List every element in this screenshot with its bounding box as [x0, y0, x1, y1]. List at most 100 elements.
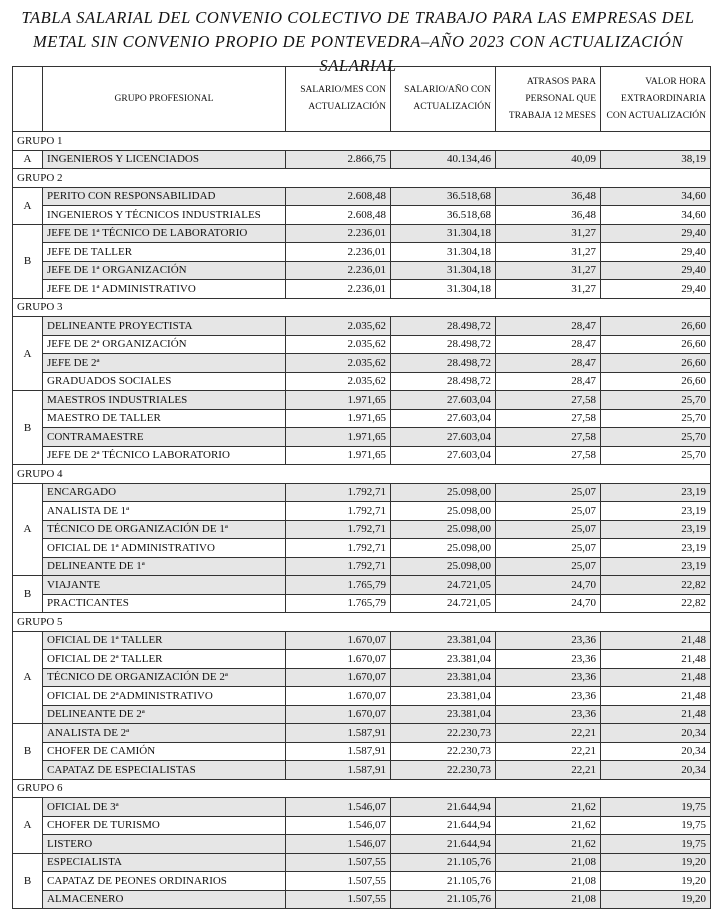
- value-cell: 27,58: [495, 390, 601, 410]
- data-row: PRACTICANTES 1.765,79 24.721,05 24,70 22,82: [13, 593, 711, 613]
- category-name: JEFE DE TALLER: [42, 242, 286, 262]
- value-cell: 24,70: [495, 593, 601, 613]
- value-cell: 22,21: [495, 723, 601, 743]
- header-cell: [12, 66, 43, 132]
- data-row: JEFE DE 2ª TÉCNICO LABORATORIO 1.971,65 27…: [13, 445, 711, 465]
- data-row: A OFICIAL DE 1ª TALLER 1.670,07 23.381,04 23…: [12, 630, 711, 724]
- value-cell: 31.304,18: [390, 242, 496, 262]
- value-cell: 23,36: [495, 667, 601, 687]
- value-cell: 1.670,07: [285, 630, 391, 650]
- data-row: MAESTRO DE TALLER 1.971,65 27.603,04 27,58 2…: [13, 408, 711, 428]
- data-row: ALMACENERO 1.507,55 21.105,76 21,08 19,20: [13, 889, 711, 909]
- category-name: ANALISTA DE 1ª: [42, 501, 286, 521]
- value-cell: 23.381,04: [390, 704, 496, 724]
- category-name: GRADUADOS SOCIALES: [42, 371, 286, 391]
- subgroup-letter: B: [12, 723, 43, 780]
- value-cell: 40.134,46: [390, 149, 496, 169]
- category-name: ENCARGADO: [42, 482, 286, 502]
- data-row: A PERITO CON RESPONSABILIDAD 2.608,48 36.51…: [12, 186, 711, 225]
- value-cell: 25,07: [495, 501, 601, 521]
- value-cell: 1.546,07: [285, 834, 391, 854]
- category-name: PRACTICANTES: [42, 593, 286, 613]
- value-cell: 28.498,72: [390, 334, 496, 354]
- value-cell: 1.587,91: [285, 723, 391, 743]
- value-cell: 1.971,65: [285, 445, 391, 465]
- value-cell: 21.105,76: [390, 889, 496, 909]
- value-cell: 25.098,00: [390, 538, 496, 558]
- group-row: GRUPO 4: [12, 464, 711, 484]
- value-cell: 27,58: [495, 445, 601, 465]
- value-cell: 31.304,18: [390, 223, 496, 243]
- value-cell: 25,07: [495, 482, 601, 502]
- group-row: GRUPO 6: [12, 778, 711, 798]
- data-row: B ESPECIALISTA 1.507,55 21.105,76 21,08 19,20: [12, 852, 711, 909]
- value-cell: 1.587,91: [285, 741, 391, 761]
- value-cell: 2.608,48: [285, 186, 391, 206]
- value-cell: 1.670,07: [285, 704, 391, 724]
- value-cell: 28.498,72: [390, 353, 496, 373]
- category-name: MAESTROS INDUSTRIALES: [42, 390, 286, 410]
- value-cell: 23.381,04: [390, 686, 496, 706]
- value-cell: 2.236,01: [285, 223, 391, 243]
- data-row: OFICIAL DE 2ªADMINISTRATIVO 1.670,07 23.38…: [13, 686, 711, 706]
- subgroup-letter: B: [12, 575, 43, 613]
- value-cell: 1.546,07: [285, 815, 391, 835]
- value-cell: 25.098,00: [390, 482, 496, 502]
- value-cell: 1.670,07: [285, 686, 391, 706]
- data-row: A DELINEANTE PROYECTISTA 2.035,62 28.498,72…: [12, 316, 711, 391]
- value-cell: 22.230,73: [390, 741, 496, 761]
- category-name: CHOFER DE CAMIÓN: [42, 741, 286, 761]
- value-cell: 22,21: [495, 760, 601, 780]
- value-cell: 26,60: [600, 371, 711, 391]
- value-cell: 25,07: [495, 519, 601, 539]
- value-cell: 19,75: [600, 815, 711, 835]
- value-cell: 25,70: [600, 427, 711, 447]
- value-cell: 19,75: [600, 797, 711, 817]
- value-cell: 2.035,62: [285, 353, 391, 373]
- value-cell: 22,21: [495, 741, 601, 761]
- data-row: A INGENIEROS Y LICENCIADOS 2.866,75 40.134,…: [12, 149, 711, 169]
- value-cell: 1.507,55: [285, 889, 391, 909]
- group-name: GRUPO 6: [12, 778, 711, 798]
- value-cell: 22.230,73: [390, 723, 496, 743]
- value-cell: 21.105,76: [390, 852, 496, 872]
- value-cell: 34,60: [600, 205, 711, 225]
- value-cell: 23,36: [495, 649, 601, 669]
- value-cell: 21,62: [495, 815, 601, 835]
- category-name: DELINEANTE PROYECTISTA: [42, 316, 286, 336]
- value-cell: 25.098,00: [390, 556, 496, 576]
- value-cell: 21.105,76: [390, 871, 496, 891]
- category-name: CAPATAZ DE PEONES ORDINARIOS: [42, 871, 286, 891]
- value-cell: 28,47: [495, 353, 601, 373]
- value-cell: 21.644,94: [390, 797, 496, 817]
- category-name: MAESTRO DE TALLER: [42, 408, 286, 428]
- value-cell: 28.498,72: [390, 316, 496, 336]
- value-cell: 23,19: [600, 482, 711, 502]
- category-name: OFICIAL DE 1ª ADMINISTRATIVO: [42, 538, 286, 558]
- value-cell: 27,58: [495, 408, 601, 428]
- value-cell: 23,19: [600, 538, 711, 558]
- category-name: CAPATAZ DE ESPECIALISTAS: [42, 760, 286, 780]
- value-cell: 21.644,94: [390, 815, 496, 835]
- value-cell: 38,19: [600, 149, 711, 169]
- value-cell: 29,40: [600, 260, 711, 280]
- category-name: JEFE DE 2ª: [42, 353, 286, 373]
- value-cell: 22.230,73: [390, 760, 496, 780]
- header-cell: ATRASOS PARA PERSONAL QUE TRABAJA 12 MES…: [495, 66, 601, 132]
- data-row: JEFE DE 1ª ORGANIZACIÓN 2.236,01 31.304,18…: [13, 260, 711, 280]
- value-cell: 1.792,71: [285, 501, 391, 521]
- category-name: JEFE DE 1ª ADMINISTRATIVO: [42, 279, 286, 299]
- data-row: JEFE DE 2ª 2.035,62 28.498,72 28,47 26,60: [13, 353, 711, 373]
- value-cell: 24.721,05: [390, 575, 496, 595]
- category-name: JEFE DE 1ª TÉCNICO DE LABORATORIO: [42, 223, 286, 243]
- value-cell: 29,40: [600, 279, 711, 299]
- data-row: INGENIEROS Y TÉCNICOS INDUSTRIALES 2.608,…: [13, 205, 711, 225]
- category-name: TÉCNICO DE ORGANIZACIÓN DE 2ª: [42, 667, 286, 687]
- value-cell: 28,47: [495, 316, 601, 336]
- subgroup-letter: A: [12, 149, 43, 169]
- value-cell: 23,19: [600, 501, 711, 521]
- data-row: CHOFER DE TURISMO 1.546,07 21.644,94 21,62 1…: [13, 815, 711, 835]
- value-cell: 25.098,00: [390, 501, 496, 521]
- value-cell: 19,20: [600, 852, 711, 872]
